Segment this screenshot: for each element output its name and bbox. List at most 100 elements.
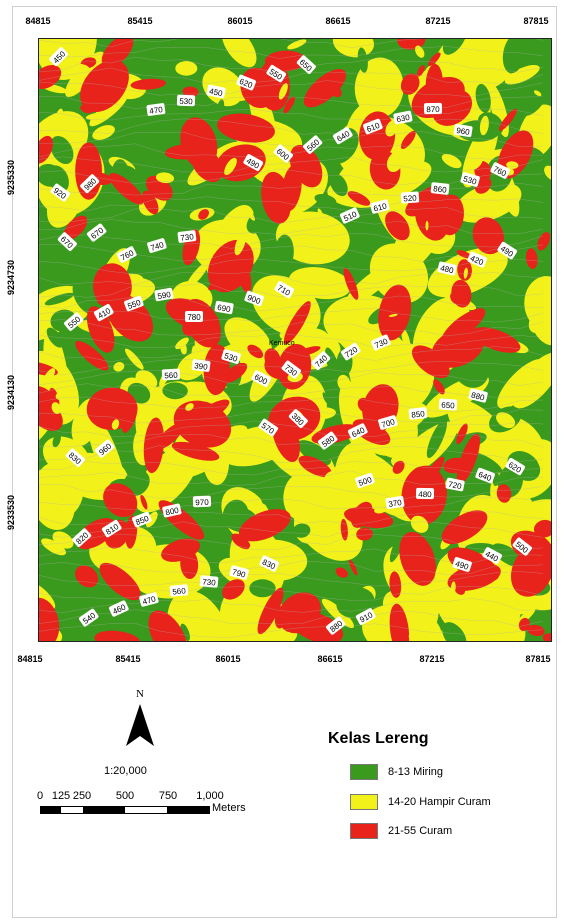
contour-label: 720 [445,477,465,491]
contour-line [39,295,544,312]
contour-line [39,39,544,49]
contour-line [39,232,544,249]
slope-area-curam [471,327,521,353]
contour-line [39,598,544,613]
slope-area-miring [44,292,74,306]
svg-text:780: 780 [187,313,201,322]
page-frame [12,6,557,918]
slope-area-miring [216,99,225,117]
slope-area-curam [39,135,54,164]
slope-area-miring [52,433,61,448]
svg-text:560: 560 [164,371,178,381]
slope-area-curam [99,562,141,601]
contour-label: 970 [192,495,212,508]
slope-area-hampir-curam [497,359,546,409]
contour-line [39,244,544,262]
slope-area-miring [139,60,150,85]
contour-label: 590 [154,287,174,302]
slope-area-hampir-curam [76,63,90,70]
slope-area-curam [400,130,416,150]
slope-area-curam [441,510,488,545]
slope-area-hampir-curam [388,313,398,317]
slope-area-curam [75,518,116,550]
contour-label: 630 [393,110,413,125]
slope-area-curam [278,592,321,634]
slope-area-curam [389,603,410,641]
slope-area-hampir-curam [41,538,67,556]
slope-area-hampir-curam [415,45,425,58]
slope-area-hampir-curam [42,368,56,385]
contour-label: 870 [423,102,443,115]
slope-area-hampir-curam [425,220,429,231]
contour-label: 790 [229,565,249,580]
svg-text:970: 970 [195,498,209,507]
svg-text:900: 900 [246,293,262,306]
slope-area-curam [63,215,88,240]
contour-line [39,282,544,298]
contour-label: 480 [437,261,457,276]
svg-text:730: 730 [202,577,217,587]
slope-area-hampir-curam [52,531,74,549]
slope-area-curam [238,509,291,542]
contour-line [39,497,544,511]
contour-line [39,408,544,424]
slope-area-miring [357,47,368,73]
svg-text:850: 850 [411,409,426,419]
svg-text:390: 390 [194,361,209,372]
slope-area-curam [264,348,281,370]
slope-area-hampir-curam [278,83,288,100]
contour-label: 690 [214,300,234,314]
slope-area-curam [223,362,248,383]
contour-line [39,370,544,386]
slope-area-hampir-curam [92,125,115,140]
contour-label: 370 [385,495,405,510]
slope-area-curam [222,579,245,600]
slope-area-hampir-curam [370,617,394,641]
slope-area-miring [124,165,139,177]
slope-area-hampir-curam [113,362,125,372]
svg-text:530: 530 [223,351,239,364]
y-tick: 9234730 [6,259,16,295]
contour-line [39,46,544,59]
slope-area-hampir-curam [111,419,120,430]
contour-line [39,346,544,363]
contour-line [39,196,544,212]
slope-area-hampir-curam [287,39,307,50]
slope-area-curam [392,460,405,474]
contour-label: 530 [221,349,241,364]
x-tick-bottom: 86615 [317,654,343,664]
slope-area-hampir-curam [386,152,404,173]
contour-label: 470 [139,592,159,607]
slope-area-curam [180,549,199,579]
contour-label: 550 [124,295,144,312]
contour-label: 700 [378,415,398,430]
contour-label: 610 [370,199,390,214]
contour-label: 560 [169,584,189,597]
slope-area-curam [283,301,311,345]
slope-area-curam [94,630,141,641]
slope-area-curam [143,417,165,474]
contour-line [39,108,544,121]
slope-area-curam [335,567,348,578]
slope-area-hampir-curam [479,115,489,136]
svg-text:560: 560 [172,586,187,596]
svg-text:470: 470 [149,105,164,116]
slope-area-curam [472,217,504,255]
contour-line [39,396,544,413]
legend-item-curam: 21-55 Curam [350,823,452,839]
slope-area-curam [404,545,433,561]
slope-area-hampir-curam [221,39,257,68]
slope-area-curam [86,306,115,353]
contour-line [39,219,544,235]
slope-area-curam [271,410,300,463]
slope-area-curam [456,423,468,445]
legend-label: 8-13 Miring [388,766,444,778]
legend-item-miring: 8-13 Miring [350,764,443,780]
slope-area-hampir-curam [185,403,194,411]
contour-label: 480 [415,487,435,499]
slope-area-miring [180,623,190,641]
legend-swatch [350,823,378,839]
slope-area-curam [257,587,284,635]
slope-area-curam [518,617,530,632]
